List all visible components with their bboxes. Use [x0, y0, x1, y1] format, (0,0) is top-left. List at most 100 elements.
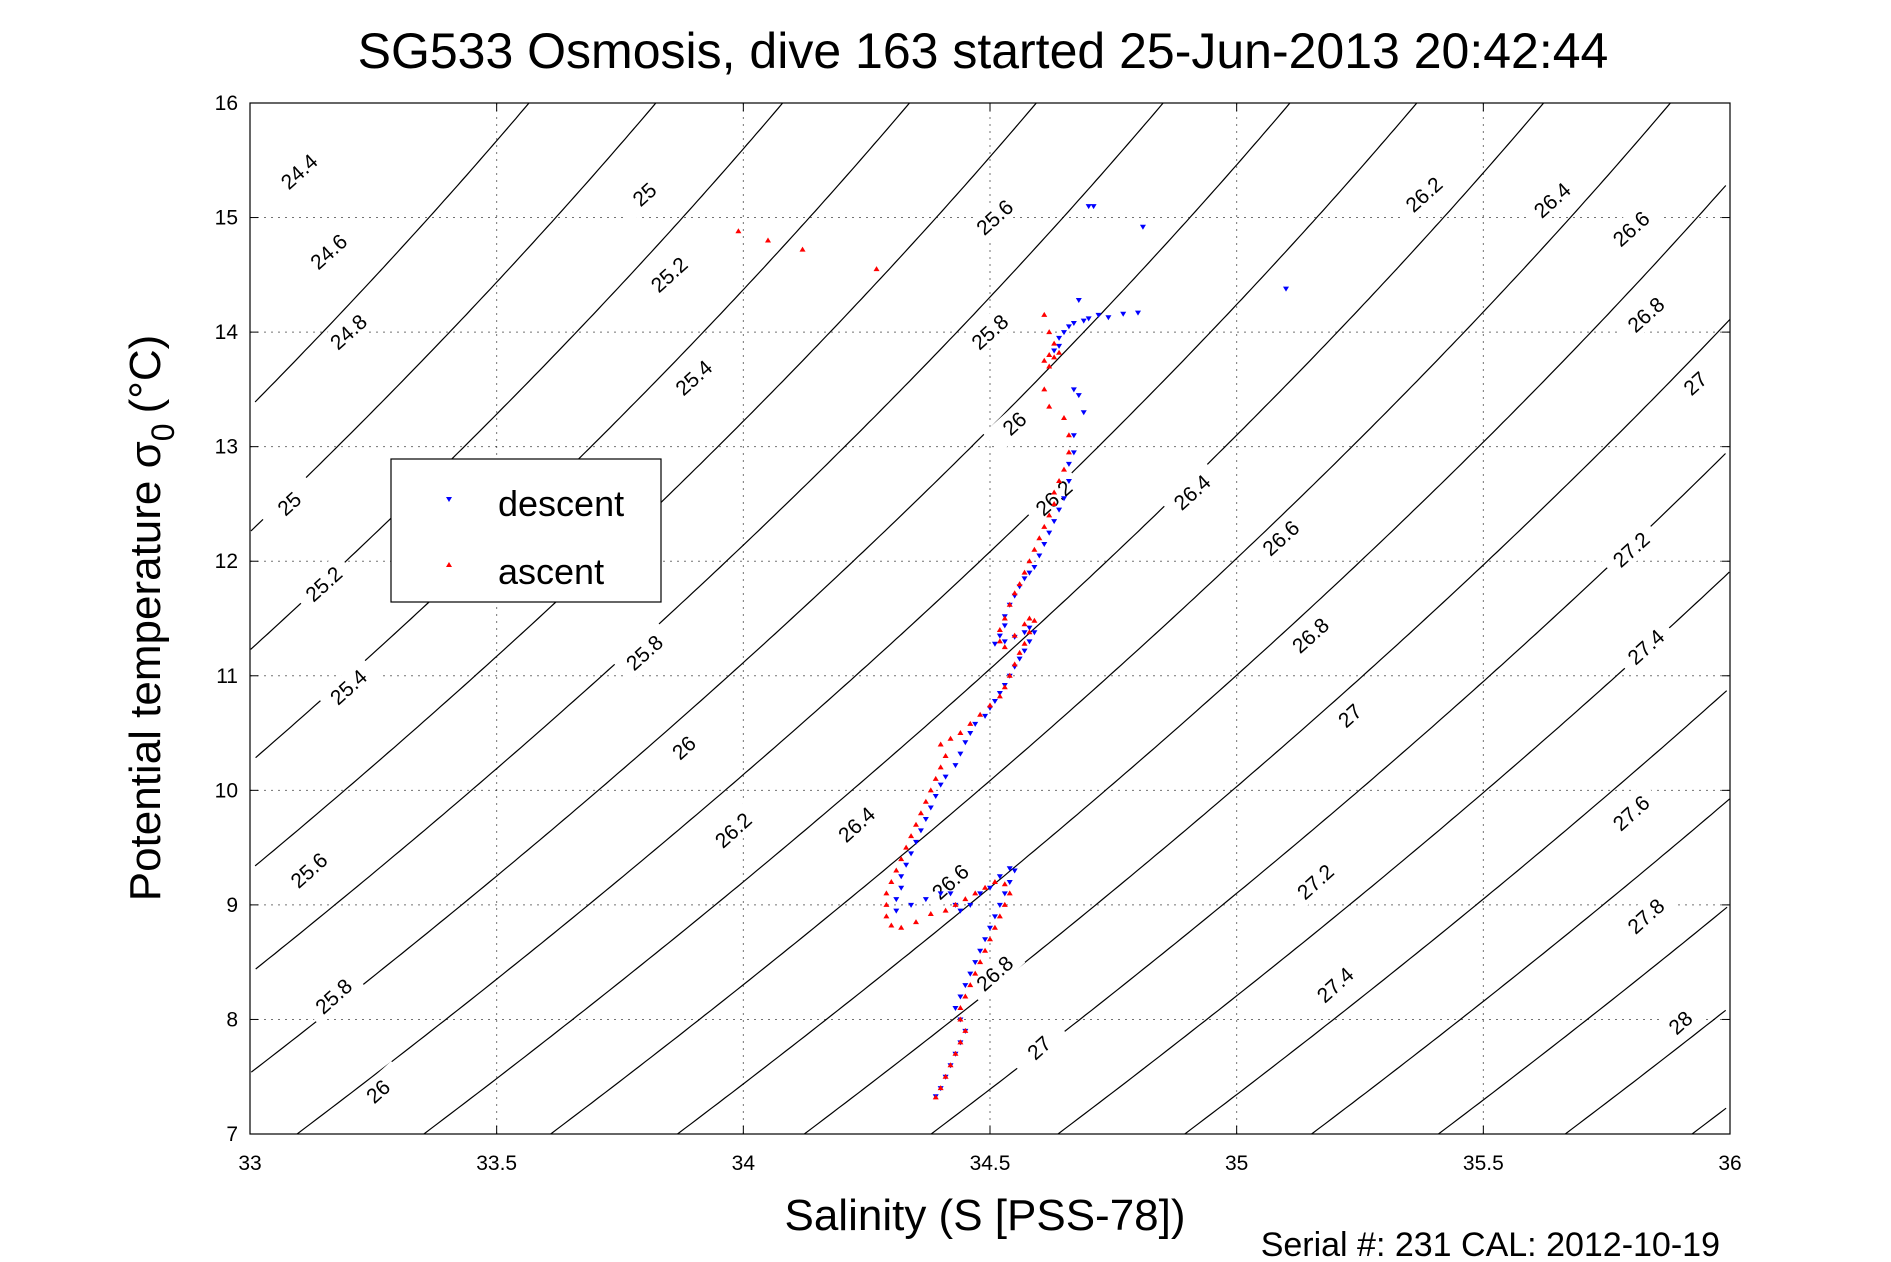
descent-point: [947, 891, 954, 897]
descent-point: [1139, 224, 1146, 230]
contour-label-backdrop: [958, 301, 1021, 362]
y-axis-label: Potential temperature σ0 (°C): [121, 335, 181, 902]
contour-label-backdrop: [1599, 198, 1662, 259]
ascent-point: [932, 775, 939, 781]
descent-point: [1006, 879, 1013, 885]
descent-point: [1120, 311, 1127, 317]
ascent-point: [1056, 349, 1063, 355]
contour-label-backdrop: [918, 851, 981, 911]
ascent-point: [927, 787, 934, 793]
ascent-point: [1065, 449, 1072, 455]
ascent-point: [888, 878, 895, 884]
legend-label-descent: descent: [498, 483, 624, 524]
descent-point: [967, 731, 974, 737]
descent-point: [1283, 286, 1289, 292]
descent-point: [893, 897, 900, 903]
contour-label-backdrop: [1614, 284, 1677, 344]
descent-point: [1021, 630, 1028, 636]
ascent-point: [972, 970, 979, 976]
descent-point: [967, 902, 974, 908]
ascent-point: [1031, 546, 1038, 552]
descent-point: [977, 891, 984, 897]
isopycnal-line: [1691, 1107, 1727, 1135]
ascent-point: [977, 711, 984, 717]
descent-point: [1070, 433, 1077, 439]
descent-point: [1065, 324, 1072, 330]
descent-point: [942, 774, 949, 780]
descent-point: [1061, 330, 1067, 336]
ascent-point: [1041, 311, 1048, 317]
ascent-point: [987, 702, 993, 708]
isopycnal-line: [254, 102, 530, 403]
contour-label-backdrop: [652, 717, 715, 777]
ascent-point: [996, 693, 1003, 699]
ascent-point: [765, 237, 771, 243]
ascent-point: [957, 1039, 964, 1045]
x-tick-label: 35: [1225, 1152, 1248, 1175]
isopycnal-line: [1564, 1009, 1727, 1135]
descent-point: [987, 885, 993, 891]
descent-point: [922, 816, 929, 822]
legend-box: [390, 458, 662, 603]
ascent-point: [927, 911, 934, 917]
descent-point: [962, 740, 969, 746]
ascent-point: [799, 246, 806, 252]
ascent-point: [952, 1050, 959, 1056]
contour-label-backdrop: [1283, 851, 1346, 911]
ascent-point: [1001, 881, 1008, 887]
x-axis-ticks: 33 33.5 34 34.5 35 35.5 36: [238, 103, 1742, 1175]
density-contours: [250, 102, 1731, 1135]
descent-point: [967, 971, 974, 977]
descent-point: [1051, 348, 1058, 354]
ascent-point: [1021, 640, 1028, 646]
contour-label-backdrop: [637, 244, 700, 304]
isopycnal-line: [1438, 906, 1728, 1135]
ascent-point: [962, 993, 969, 999]
descent-point: [952, 763, 959, 769]
ascent-point: [996, 913, 1003, 919]
contour-label-backdrop: [1614, 616, 1677, 677]
ascent-point: [967, 720, 974, 726]
isopycnal-line: [254, 102, 1037, 867]
descent-point: [996, 874, 1003, 880]
isopycnal-line: [1311, 798, 1730, 1135]
ascent-point: [1021, 621, 1028, 627]
y-tick-label: 8: [226, 1008, 238, 1031]
x-axis-label: Salinity (S [PSS-78]): [784, 1191, 1185, 1240]
y-tick-label: 15: [215, 207, 238, 230]
ascent-point: [1041, 386, 1048, 392]
isopycnal-line: [250, 102, 657, 532]
ascent-point: [987, 936, 993, 942]
descent-point: [1021, 648, 1028, 654]
y-tick-label: 12: [215, 550, 238, 573]
ascent-point: [1001, 901, 1008, 907]
ascent-point: [1001, 684, 1008, 690]
descent-point: [903, 862, 910, 868]
y-axis-label-main: Potential temperature σ: [121, 441, 170, 901]
ascent-point: [1026, 558, 1033, 564]
chart-title: SG533 Osmosis, dive 163 started 25-Jun-2…: [358, 23, 1609, 79]
descent-point: [1026, 570, 1033, 576]
ascent-point: [917, 810, 924, 816]
descent-point: [957, 908, 964, 914]
contour-label-backdrop: [267, 141, 330, 201]
contour-label-backdrop: [1614, 885, 1677, 946]
descent-point: [1026, 625, 1033, 631]
descent-point: [1070, 387, 1077, 393]
ascent-point: [952, 901, 959, 907]
isopycnal-line: [423, 102, 1545, 1135]
ascent-point: [898, 856, 905, 862]
x-tick-label: 34.5: [970, 1152, 1011, 1175]
descent-point: [972, 960, 979, 966]
ascent-point: [937, 764, 944, 770]
descent-point: [908, 851, 915, 857]
contour-label-backdrop: [1318, 685, 1381, 745]
ascent-point: [1046, 352, 1053, 358]
contour-label-backdrop: [613, 164, 675, 224]
y-axis-ticks: 7 8 9 10 11 12 13 14 15 16: [215, 92, 1730, 1146]
ascent-point: [893, 867, 900, 873]
ascent-point: [982, 884, 989, 890]
x-tick-label: 33.5: [476, 1152, 517, 1175]
ascent-point: [1001, 615, 1008, 621]
